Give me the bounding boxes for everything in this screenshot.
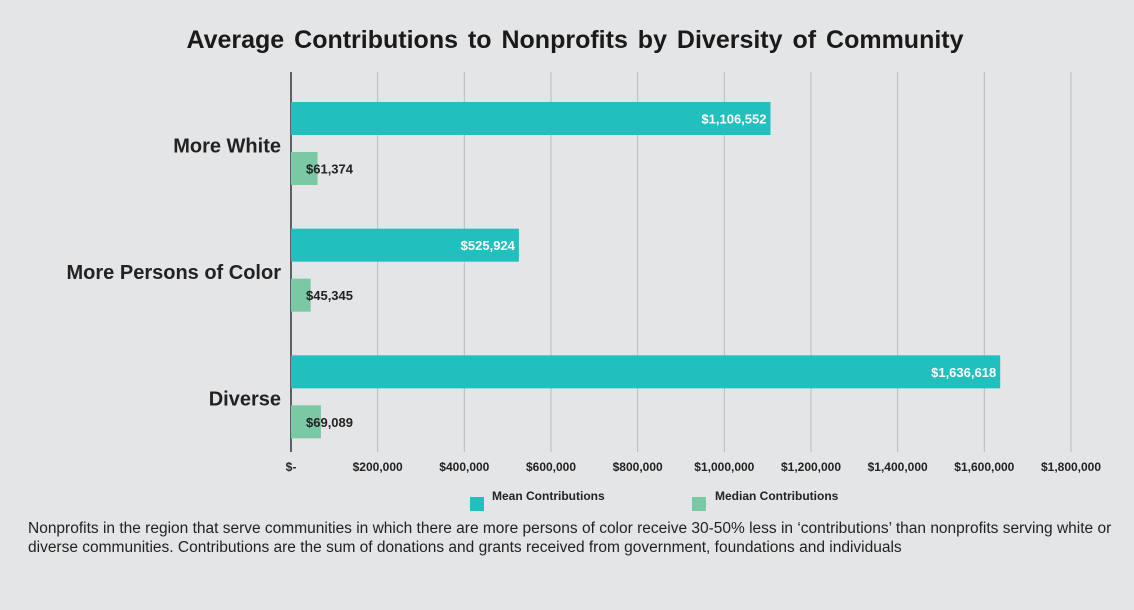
chart-title: Average Contributions to Nonprofits by D… bbox=[186, 26, 964, 54]
x-tick-label: $1,800,000 bbox=[1041, 460, 1101, 474]
x-tick-label: $600,000 bbox=[526, 460, 576, 474]
mean-bar bbox=[291, 102, 771, 135]
category-label: Diverse bbox=[209, 389, 281, 411]
mean-bar bbox=[291, 228, 519, 262]
x-tick-label: $200,000 bbox=[353, 460, 403, 474]
median-value-label: $69,089 bbox=[306, 415, 353, 430]
mean-value-label: $1,106,552 bbox=[701, 112, 766, 127]
category-labels: More White More Persons of Color Diverse bbox=[67, 135, 282, 410]
legend-label: Mean Contributions bbox=[492, 489, 605, 503]
x-tick-label: $800,000 bbox=[613, 460, 663, 474]
bars bbox=[291, 102, 1001, 439]
data-labels: $1,106,552 $61,374 $525,924 $45,345 $1,636,6… bbox=[306, 112, 996, 430]
legend-swatch-median bbox=[692, 497, 706, 511]
median-value-label: $45,345 bbox=[306, 288, 353, 303]
median-bar bbox=[291, 278, 311, 312]
category-label: More Persons of Color bbox=[67, 262, 282, 284]
median-bar bbox=[291, 405, 321, 439]
bar-chart: $1,106,552 $61,374 $525,924 $45,345 $1,636,6… bbox=[67, 72, 1102, 511]
median-value-label: $61,374 bbox=[306, 162, 354, 177]
mean-value-label: $1,636,618 bbox=[931, 365, 996, 380]
footnote: Nonprofits in the region that serve comm… bbox=[28, 520, 1112, 556]
legend-label: Median Contributions bbox=[715, 489, 839, 503]
x-tick-label: $1,400,000 bbox=[868, 460, 928, 474]
category-label: More White bbox=[173, 135, 281, 157]
mean-bar bbox=[291, 355, 1001, 389]
legend-swatch-mean bbox=[470, 497, 484, 511]
median-bar bbox=[291, 152, 318, 185]
x-tick-label: $1,000,000 bbox=[694, 460, 754, 474]
x-tick-label: $1,600,000 bbox=[954, 460, 1014, 474]
mean-value-label: $525,924 bbox=[461, 238, 516, 253]
gridlines bbox=[290, 72, 1072, 452]
x-tick-label: $400,000 bbox=[439, 460, 489, 474]
x-axis-ticks: $- $200,000 $400,000 $600,000 $800,000 $1,000… bbox=[286, 460, 1102, 474]
x-tick-label: $1,200,000 bbox=[781, 460, 841, 474]
x-tick-label: $- bbox=[286, 460, 297, 474]
legend: Mean Contributions Median Contributions bbox=[470, 489, 839, 511]
